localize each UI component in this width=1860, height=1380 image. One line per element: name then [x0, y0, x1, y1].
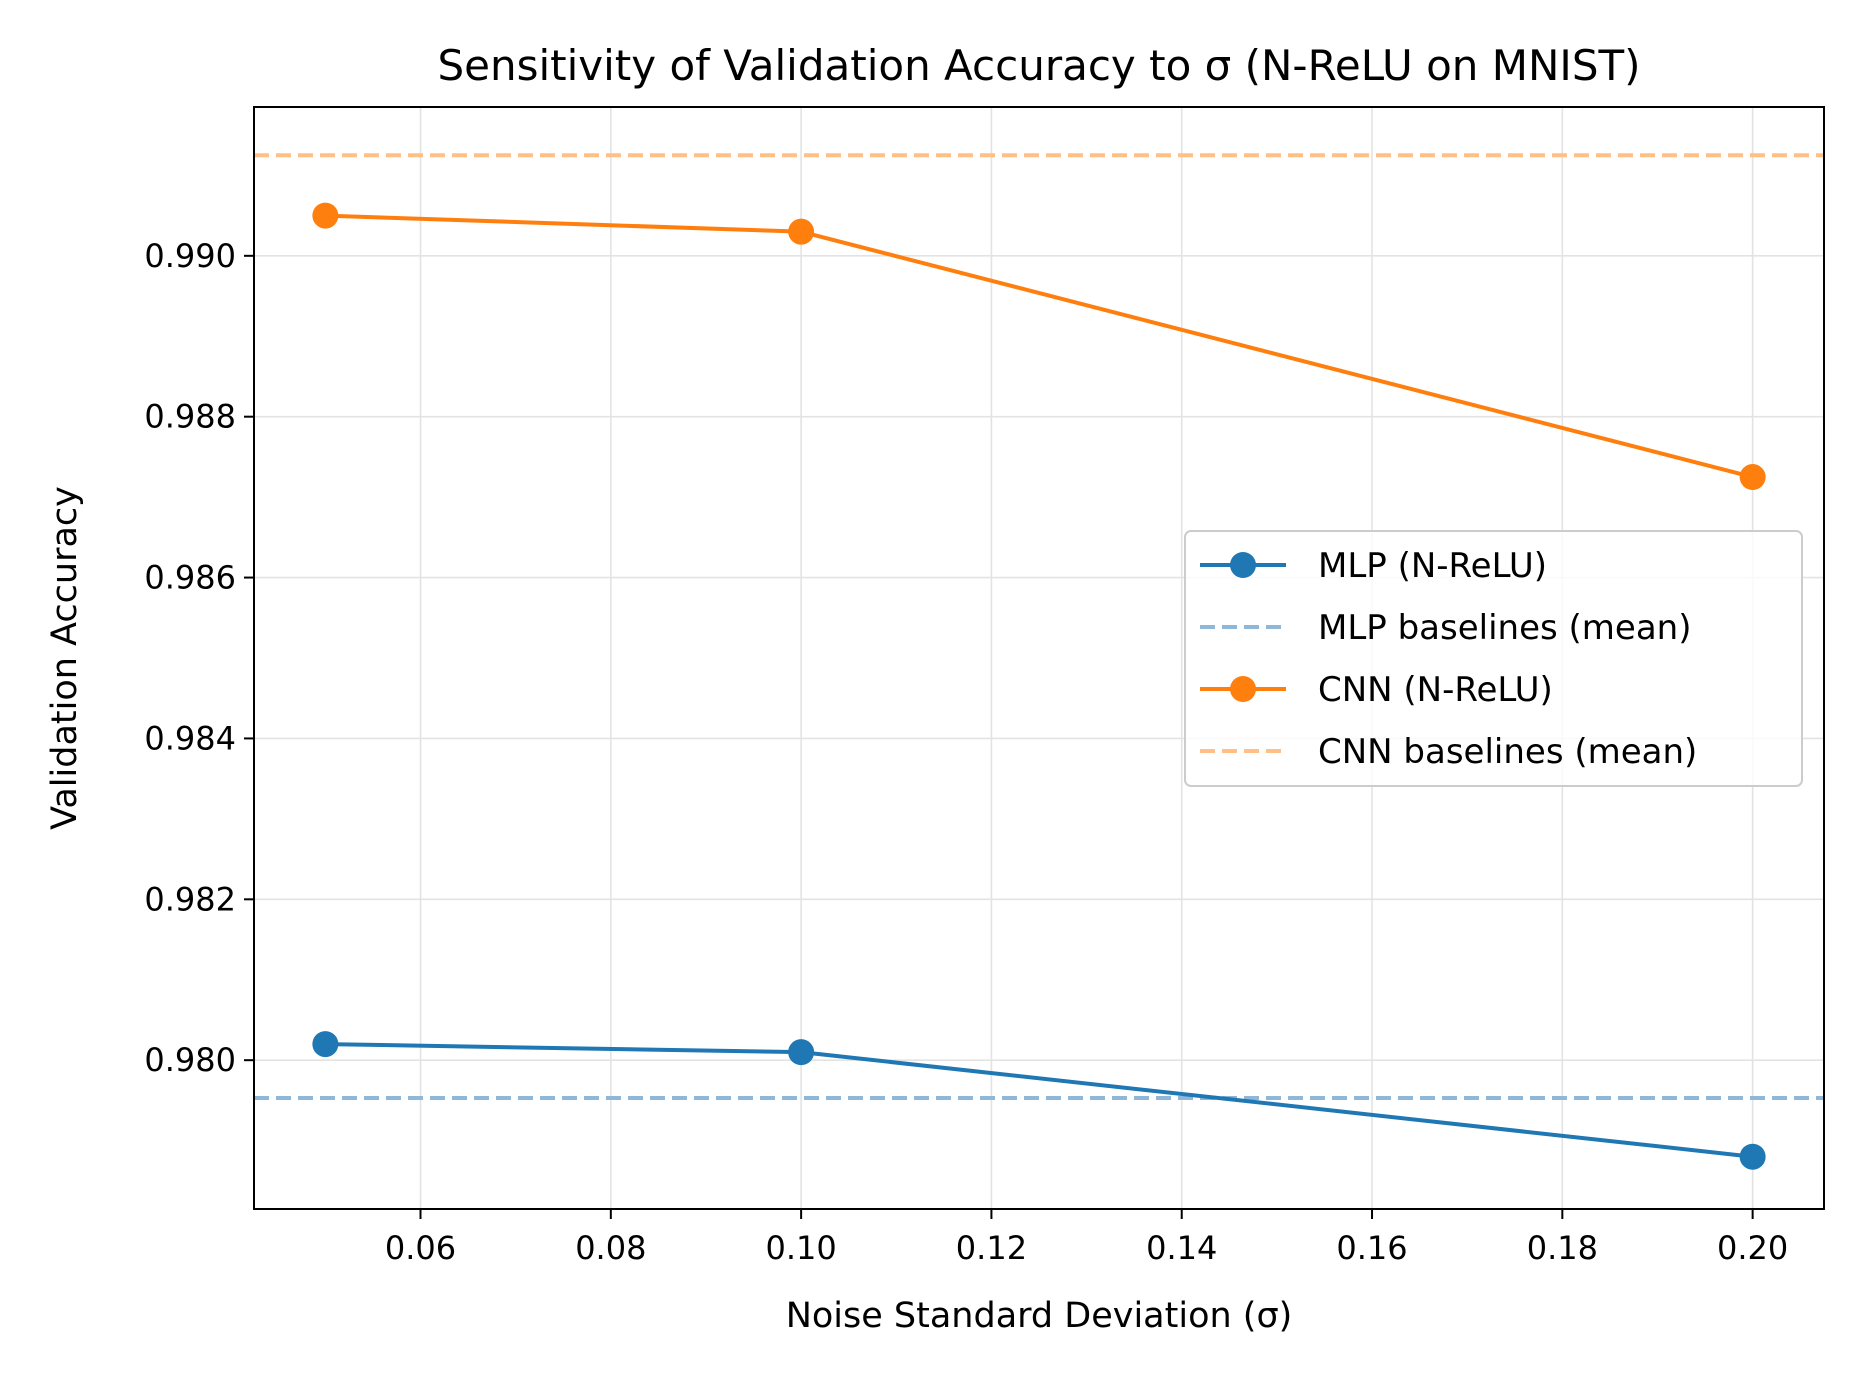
- cnn-n-relu-point: [1739, 464, 1766, 491]
- y-tick-label: 0.982: [144, 880, 236, 918]
- series: [312, 202, 1766, 1170]
- baselines: [254, 153, 1824, 1100]
- x-tick-label: 0.10: [765, 1229, 836, 1267]
- y-tick-label: 0.980: [144, 1041, 236, 1079]
- y-tick-label: 0.990: [144, 237, 236, 275]
- legend-marker-cnn-n-relu: [1230, 676, 1256, 702]
- legend-label-mlp-n-relu: MLP (N-ReLU): [1318, 546, 1547, 586]
- x-tick-label: 0.08: [575, 1229, 646, 1267]
- x-tick-label: 0.14: [1146, 1229, 1217, 1267]
- legend: MLP (N-ReLU) MLP baselines (mean) CNN (N-R…: [1184, 530, 1803, 787]
- legend-label-cnn-baselines-mean: CNN baselines (mean): [1318, 732, 1697, 772]
- cnn-n-relu-point: [788, 218, 815, 245]
- x-axis-label: Noise Standard Deviation (σ): [786, 1296, 1293, 1336]
- mlp-n-relu-point: [1739, 1143, 1766, 1170]
- y-tick-label: 0.984: [144, 719, 236, 757]
- chart-title: Sensitivity of Validation Accuracy to σ …: [437, 41, 1640, 90]
- x-axis-ticks: 0.06 0.08 0.10 0.12 0.14 0.16 0.18 0.20: [385, 1209, 1788, 1267]
- cnn-n-relu-point: [312, 202, 339, 229]
- legend-marker-mlp-n-relu: [1230, 552, 1256, 578]
- plot-frame: [253, 106, 1825, 1210]
- x-tick-label: 0.12: [956, 1229, 1027, 1267]
- y-axis-ticks: 0.980 0.982 0.984 0.986 0.988 0.990: [144, 237, 254, 1079]
- mlp-n-relu-point: [788, 1039, 815, 1066]
- y-tick-label: 0.988: [144, 398, 236, 436]
- legend-label-mlp-baselines-mean: MLP baselines (mean): [1318, 608, 1691, 648]
- x-tick-label: 0.20: [1717, 1229, 1788, 1267]
- x-tick-label: 0.18: [1527, 1229, 1598, 1267]
- mlp-n-relu-point: [312, 1031, 339, 1058]
- y-axis-label: Validation Accuracy: [45, 486, 85, 830]
- legend-label-cnn-n-relu: CNN (N-ReLU): [1318, 670, 1553, 710]
- x-tick-label: 0.06: [385, 1229, 456, 1267]
- legend-box: [1184, 530, 1803, 787]
- x-tick-label: 0.16: [1336, 1229, 1407, 1267]
- y-tick-label: 0.986: [144, 559, 236, 597]
